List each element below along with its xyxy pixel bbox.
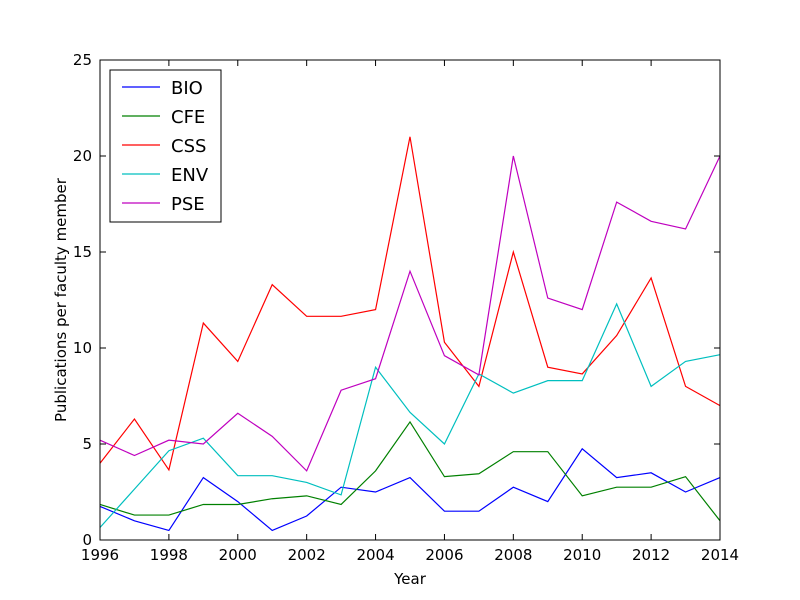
y-tick-label: 5: [82, 435, 92, 453]
series-line-bio: [99, 447, 721, 532]
series-line-env: [99, 302, 721, 528]
y-axis-label: Publications per faculty member: [52, 177, 70, 422]
legend-box: [109, 69, 222, 223]
y-tick-label: 20: [73, 147, 92, 165]
series-line-pse: [99, 155, 721, 472]
plot-frame: [99, 59, 721, 541]
legend-label: BIO: [171, 78, 203, 99]
legend-label: CSS: [171, 136, 206, 157]
x-tick-label: 1996: [81, 546, 119, 564]
series-line-cfe: [99, 420, 721, 522]
axis-ticks: 1996 1998 2000 2002 2004 2006 2008 2010 2012 2014…: [73, 51, 739, 564]
legend: BIO CFE CSS ENV PSE: [109, 69, 222, 223]
x-tick-label: 2006: [425, 546, 463, 564]
x-tick-label: 2000: [219, 546, 257, 564]
legend-label: CFE: [171, 107, 205, 128]
plot-lines: [99, 136, 721, 532]
x-tick-label: 1998: [150, 546, 188, 564]
x-tick-label: 2004: [356, 546, 394, 564]
x-axis-label: Year: [393, 570, 427, 588]
x-tick-label: 2012: [632, 546, 670, 564]
x-tick-label: 2002: [288, 546, 326, 564]
series-line-css: [99, 136, 721, 472]
x-tick-label: 2010: [563, 546, 601, 564]
y-tick-label: 10: [73, 339, 92, 357]
legend-label: ENV: [171, 165, 209, 186]
y-tick-label: 0: [82, 531, 92, 549]
x-tick-label: 2014: [701, 546, 739, 564]
x-tick-label: 2008: [494, 546, 532, 564]
y-tick-label: 25: [73, 51, 92, 69]
legend-label: PSE: [171, 194, 205, 215]
y-tick-label: 15: [73, 243, 92, 261]
